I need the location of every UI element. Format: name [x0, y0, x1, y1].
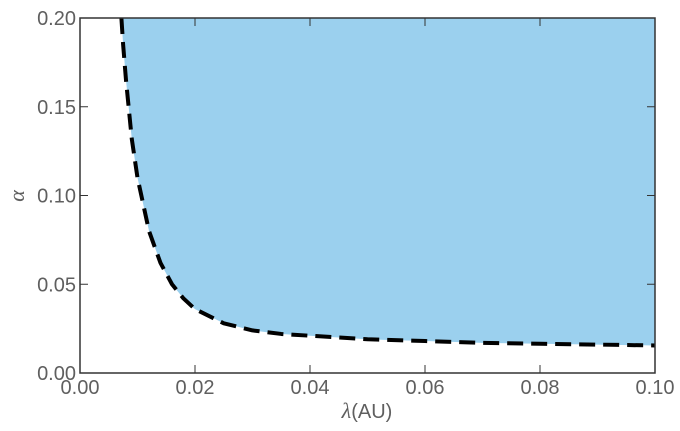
y-tick-label: 0.00 [37, 363, 76, 385]
x-axis-label-symbol: λ [341, 398, 352, 423]
x-tick-label: 0.06 [406, 377, 445, 399]
x-tick-label: 0.04 [291, 377, 330, 399]
y-tick-label: 0.20 [37, 8, 76, 30]
boundary-curve-layer [119, 17, 656, 348]
y-tick-label: 0.05 [37, 274, 76, 296]
x-axis-label-unit: (AU) [351, 401, 392, 423]
x-axis-label: λ(AU) [341, 398, 393, 423]
y-tick-label: 0.15 [37, 97, 76, 119]
y-axis-label: α [4, 190, 29, 202]
y-axis-ticks: 0.00 0.05 0.10 0.15 0.20 [37, 8, 655, 385]
x-axis-ticks: 0.00 0.02 0.04 0.06 0.08 0.10 [61, 18, 675, 399]
boundary-curve [119, 17, 656, 348]
x-tick-label: 0.02 [176, 377, 215, 399]
x-tick-label: 0.00 [61, 377, 100, 399]
x-tick-label: 0.08 [521, 377, 560, 399]
y-tick-label: 0.10 [37, 186, 76, 208]
feasible-region-layer [121, 18, 655, 346]
x-tick-label: 0.10 [636, 377, 675, 399]
feasible-region-fill [121, 18, 655, 346]
